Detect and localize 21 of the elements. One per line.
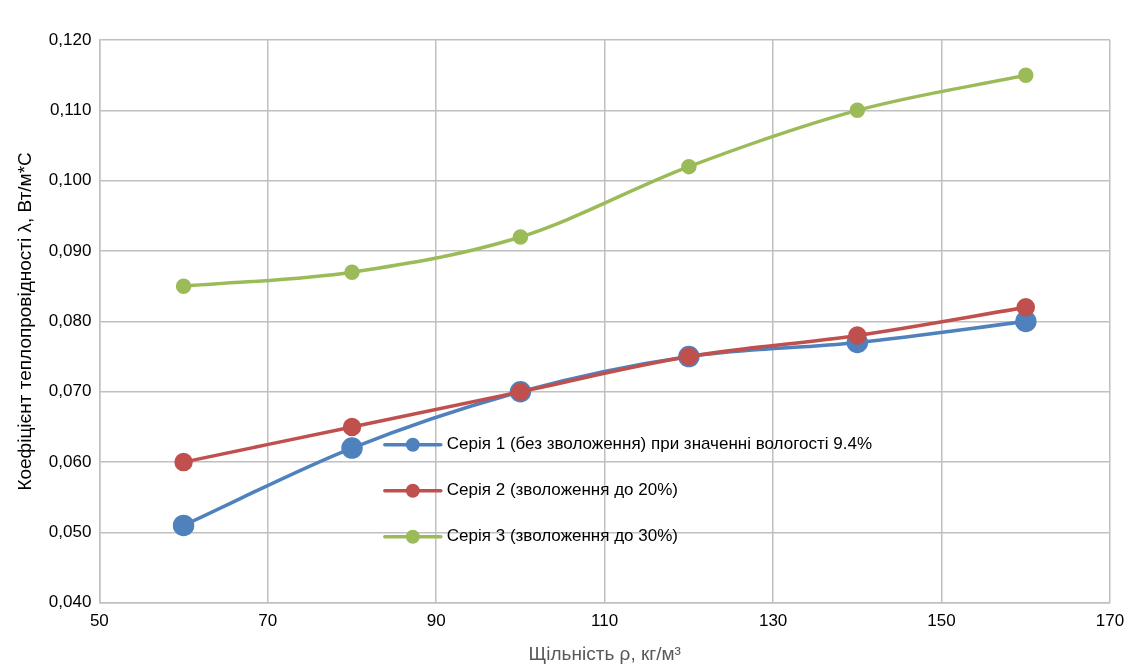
x-tick-label: 150 (927, 610, 956, 630)
x-tick-label: 170 (1095, 610, 1125, 630)
x-tick-label: 110 (591, 610, 619, 630)
legend-label: Серія 3 (зволоження до 30%) (446, 526, 678, 546)
legend-label: Серія 2 (зволоження до 20%) (446, 480, 678, 500)
x-tick-label: 90 (426, 610, 446, 630)
y-tick-label: 0,040 (48, 592, 92, 612)
y-tick-label: 0,060 (48, 451, 92, 471)
x-tick-label: 130 (758, 610, 788, 630)
y-tick-label: 0,110 (50, 100, 92, 120)
x-tick-label: 50 (89, 610, 109, 630)
y-tick-label: 0,050 (48, 522, 92, 542)
y-tick-label: 0,070 (48, 381, 92, 401)
x-axis-title: Щільність ρ, кг/м³ (528, 642, 681, 664)
y-tick-label: 0,090 (48, 240, 92, 260)
y-tick-label: 0,080 (48, 311, 92, 331)
y-tick-label: 0,120 (48, 29, 92, 49)
legend-label: Серія 1 (без зволоження) при значенні вологості 9.4% (446, 434, 873, 454)
y-axis-title: Коефіцієнт теплопровідності λ, Вт/м*С (13, 152, 35, 491)
y-tick-label: 0,100 (48, 170, 92, 190)
x-tick-label: 70 (258, 610, 278, 630)
